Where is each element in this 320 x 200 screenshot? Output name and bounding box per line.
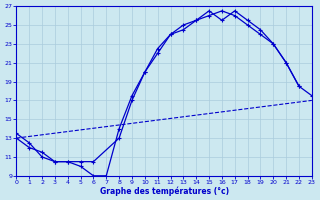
X-axis label: Graphe des températures (°c): Graphe des températures (°c): [100, 186, 229, 196]
